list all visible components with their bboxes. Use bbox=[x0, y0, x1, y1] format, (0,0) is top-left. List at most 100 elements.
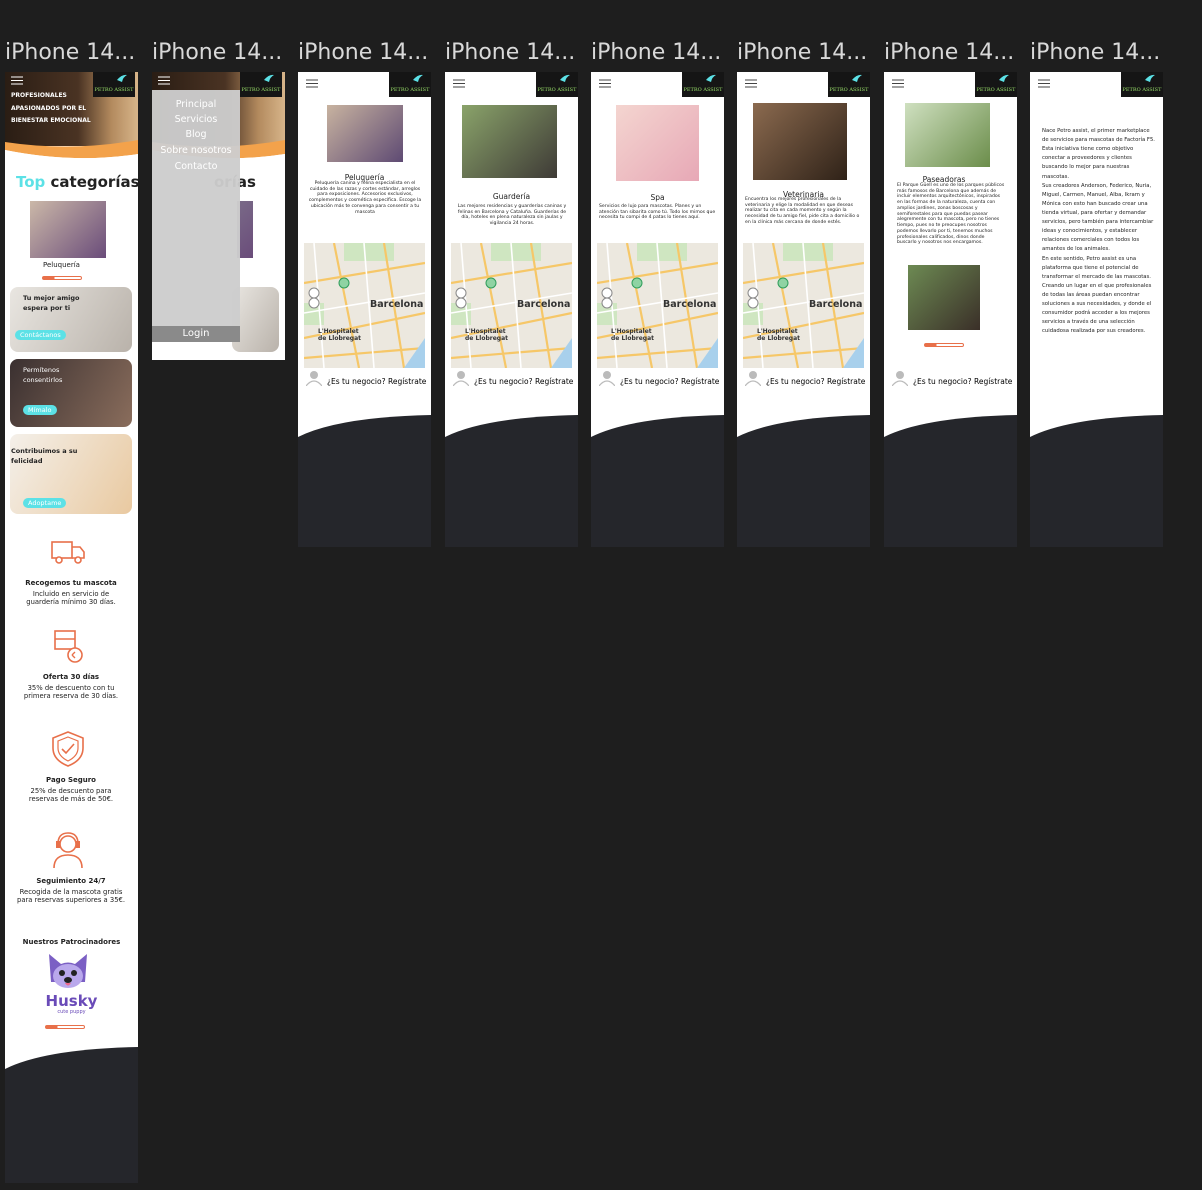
service-title: Spa bbox=[650, 193, 665, 202]
logo-bird bbox=[706, 74, 716, 82]
user-icon bbox=[453, 371, 469, 386]
phone-frame: PETRO ASSIST Paseadoras El Parque Güell es… bbox=[884, 72, 1017, 547]
logo-text: PETRO ASSIST bbox=[683, 87, 723, 93]
card-button[interactable]: Adoptame bbox=[23, 498, 67, 508]
service-description: Servicios de lujo para mascotas. Planes … bbox=[599, 204, 716, 221]
feature-icon bbox=[52, 731, 84, 767]
service-title: Veterinaria bbox=[783, 190, 824, 199]
sponsors-title: Nuestros Patrocinadores bbox=[22, 938, 121, 946]
menu-item[interactable]: Principal bbox=[175, 99, 217, 110]
phone-frame: PETRO ASSIST Spa Servicios de lujo para ma… bbox=[591, 72, 724, 547]
feature-title: Oferta 30 días bbox=[42, 673, 100, 681]
photo bbox=[462, 105, 557, 178]
menu-item[interactable]: Blog bbox=[185, 129, 207, 140]
map: Barcelona L'Hospitalet de Llobregat bbox=[597, 243, 718, 368]
map-district: L'Hospitalet de Llobregat bbox=[465, 328, 508, 342]
frame-label: iPhone 14... bbox=[737, 40, 868, 65]
register-link[interactable]: ¿Es tu negocio? Regístrate bbox=[913, 377, 1013, 386]
register-link[interactable]: ¿Es tu negocio? Regístrate bbox=[766, 377, 866, 386]
menu-icon bbox=[892, 79, 904, 88]
hero-text: PROFESIONALES APASIONADOS POR EL BIENEST… bbox=[11, 92, 91, 125]
logo-bird bbox=[117, 74, 127, 82]
card-button[interactable]: Contáctanos bbox=[15, 330, 66, 340]
footer-wave bbox=[737, 415, 870, 547]
map-roads bbox=[597, 243, 718, 368]
about-paragraph: En este sentido, Petro assist es una pla… bbox=[1042, 255, 1152, 335]
map-district: L'Hospitalet de Llobregat bbox=[757, 328, 800, 342]
logo: PETRO ASSIST bbox=[93, 72, 135, 97]
category-label: Peluquería bbox=[43, 261, 80, 269]
logo-bird bbox=[413, 74, 423, 82]
logo-bird bbox=[1145, 74, 1155, 82]
logo-text: PETRO ASSIST bbox=[1122, 87, 1162, 93]
frame-label: iPhone 14... bbox=[445, 40, 576, 65]
logo: PETRO ASSIST bbox=[240, 72, 282, 97]
card-button[interactable]: Mímalo bbox=[23, 405, 57, 415]
menu-icon bbox=[306, 79, 318, 88]
sponsor-name: Husky bbox=[45, 992, 98, 1010]
menu-item[interactable]: Contacto bbox=[174, 161, 218, 172]
logo-bird bbox=[852, 74, 862, 82]
about-paragraph: Nace Petro assist, el primer marketplace… bbox=[1042, 128, 1155, 180]
user-icon bbox=[892, 371, 908, 386]
service-description: Peluquería canina y felina especialista … bbox=[308, 181, 422, 215]
phone-frame: PETRO ASSIST PROFESIONALES APASIONADOS PO… bbox=[5, 72, 138, 1183]
menu-item[interactable]: Sobre nosotros bbox=[160, 145, 232, 156]
logo-bird bbox=[264, 74, 274, 82]
register-link[interactable]: ¿Es tu negocio? Regístrate bbox=[327, 377, 427, 386]
card-text: Contribuimos a su felicidad bbox=[11, 447, 78, 466]
side-menu: Principal Servicios Blog Sobre nosotros Cont… bbox=[152, 90, 240, 342]
footer-wave bbox=[884, 415, 1017, 547]
logo-bird bbox=[999, 74, 1009, 82]
menu-icon bbox=[11, 76, 23, 85]
logo-text: PETRO ASSIST bbox=[94, 87, 134, 93]
frame-label: iPhone 14... bbox=[298, 40, 429, 65]
map-city: Barcelona bbox=[517, 299, 571, 310]
map-roads bbox=[304, 243, 425, 368]
feature-text: 35% de descuento con tu primera reserva … bbox=[23, 684, 119, 701]
logo-text: PETRO ASSIST bbox=[390, 87, 430, 93]
phone-frame: PETRO ASSISToríasPrincipalServiciosBlogS… bbox=[152, 72, 285, 360]
map-district: L'Hospitalet de Llobregat bbox=[611, 328, 654, 342]
register-link[interactable]: ¿Es tu negocio? Regístrate bbox=[620, 377, 720, 386]
map-roads bbox=[451, 243, 572, 368]
card-text: Permítenos consentirlos bbox=[23, 366, 63, 385]
logo: PETRO ASSIST bbox=[975, 72, 1017, 97]
logo: PETRO ASSIST bbox=[828, 72, 870, 97]
logo-bird bbox=[560, 74, 570, 82]
footer-wave bbox=[1030, 415, 1163, 547]
promo-card: Contribuimos a su felicidad Adoptame bbox=[10, 434, 132, 514]
feature-text: Incluido en servicio de guardería mínimo… bbox=[26, 590, 116, 607]
sponsor-tagline: cute puppy bbox=[57, 1009, 86, 1015]
feature-title: Pago Seguro bbox=[46, 776, 96, 784]
frame-label: iPhone 14... bbox=[5, 40, 136, 65]
photo bbox=[237, 201, 253, 258]
menu-icon bbox=[158, 76, 170, 85]
phone-frame: PETRO ASSIST Guardería Las mejores residen… bbox=[445, 72, 578, 547]
feature-icon bbox=[54, 630, 83, 663]
map: Barcelona L'Hospitalet de Llobregat bbox=[743, 243, 864, 368]
carousel-indicator bbox=[42, 276, 82, 280]
service-description: El Parque Güell es uno de los parques pú… bbox=[897, 183, 1005, 246]
sponsor-mascot bbox=[49, 954, 87, 988]
logo: PETRO ASSIST bbox=[536, 72, 578, 97]
register-link[interactable]: ¿Es tu negocio? Regístrate bbox=[474, 377, 574, 386]
carousel-indicator bbox=[45, 1025, 85, 1029]
photo bbox=[30, 201, 106, 258]
map-city: Barcelona bbox=[370, 299, 424, 310]
frame-label: iPhone 14... bbox=[591, 40, 722, 65]
service-description: Encuentra los mejores profesionales de l… bbox=[745, 197, 860, 225]
menu-icon bbox=[745, 79, 757, 88]
logo-text: PETRO ASSIST bbox=[537, 87, 577, 93]
map-district: L'Hospitalet de Llobregat bbox=[318, 328, 361, 342]
map-city: Barcelona bbox=[663, 299, 717, 310]
login-button[interactable]: Login bbox=[182, 328, 210, 339]
service-description: Las mejores residencias y guarderías can… bbox=[457, 204, 567, 227]
menu-icon bbox=[599, 79, 611, 88]
phone-frame: PETRO ASSIST Peluquería Peluquería canina … bbox=[298, 72, 431, 547]
login-bar: Login bbox=[152, 326, 240, 342]
logo-text: PETRO ASSIST bbox=[241, 87, 281, 93]
promo-card: Tu mejor amigo espera por ti Contáctanos bbox=[10, 287, 132, 352]
menu-item[interactable]: Servicios bbox=[174, 114, 218, 125]
